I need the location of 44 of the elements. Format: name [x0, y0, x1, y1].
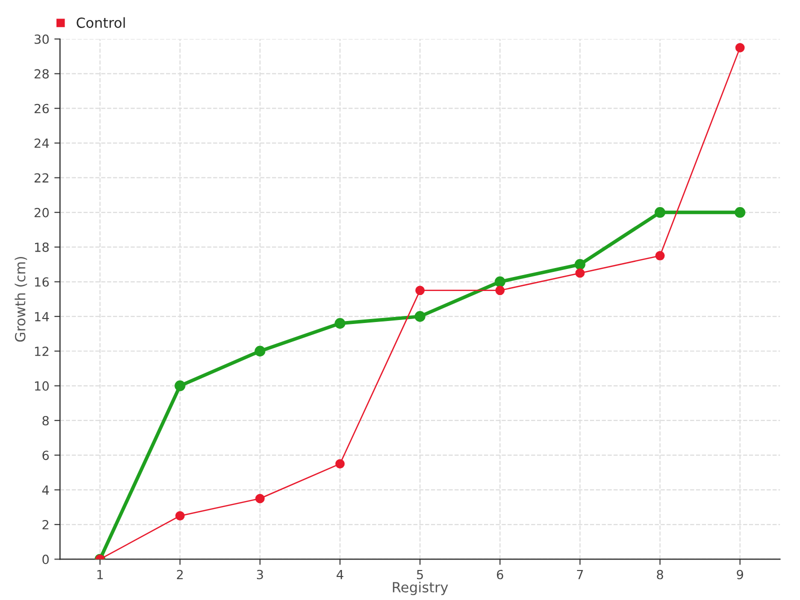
y-tick-label: 22	[34, 173, 48, 182]
y-tick-label: 30	[34, 34, 49, 44]
point	[494, 276, 506, 288]
legend-label: Control	[76, 17, 125, 28]
y-tick-label: 14	[35, 312, 49, 322]
y-tick-label: 12	[35, 346, 48, 356]
point	[255, 494, 265, 504]
x-tick-label: 4	[336, 570, 344, 580]
point	[495, 286, 505, 296]
x-tick-label: 9	[736, 570, 744, 580]
y-tick-label: 6	[42, 450, 49, 460]
point	[175, 511, 185, 521]
point	[735, 42, 745, 52]
y-tick-label: 10	[35, 381, 49, 391]
y-tick-label: 2	[42, 520, 48, 530]
x-tick-label: 1	[97, 570, 103, 580]
y-tick-label: 20	[34, 208, 49, 218]
y-tick-label: 28	[34, 69, 49, 79]
y-tick-label: 24	[34, 138, 49, 148]
point	[734, 207, 746, 218]
x-tick-label: 2	[176, 570, 183, 580]
point	[414, 311, 426, 322]
point	[575, 268, 585, 278]
point	[415, 286, 425, 296]
point	[574, 259, 586, 270]
point	[654, 207, 666, 218]
y-axis-title: Growth (cm)	[14, 256, 28, 342]
y-tick-label: 4	[42, 485, 49, 495]
x-axis-title: Registry	[392, 582, 448, 596]
x-tick-label: 8	[656, 570, 664, 580]
x-tick-label: 7	[577, 570, 583, 580]
x-tick-label: 3	[256, 570, 263, 580]
point	[254, 346, 266, 356]
point	[334, 318, 346, 329]
point	[174, 380, 186, 392]
y-tick-label: 0	[42, 554, 49, 564]
x-tick-label: 6	[496, 570, 504, 580]
y-tick-label: 18	[35, 242, 49, 252]
y-tick-label: 8	[42, 416, 49, 426]
x-tick-label: 5	[416, 570, 423, 580]
y-tick-label: 26	[34, 104, 49, 114]
point	[655, 251, 665, 260]
point	[335, 459, 345, 469]
y-tick-label: 16	[35, 277, 49, 287]
